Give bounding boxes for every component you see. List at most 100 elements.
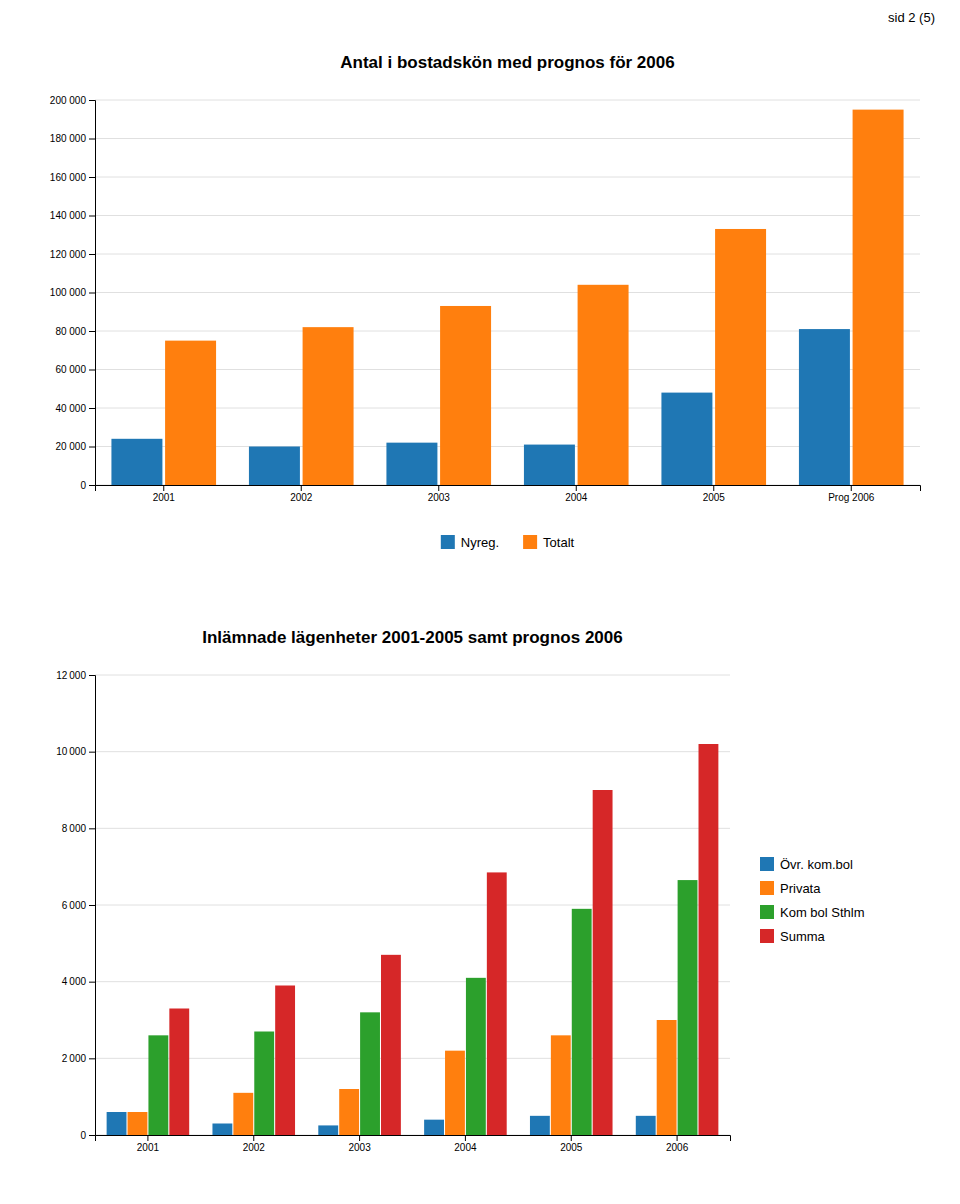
x-tick-mark	[253, 1135, 254, 1141]
y-tick-mark	[89, 293, 95, 294]
legend-label: Summa	[780, 929, 826, 944]
x-tick: 2003	[428, 485, 451, 503]
y-tick: 180 000	[50, 133, 95, 144]
y-tick-label: 140 000	[50, 210, 87, 221]
x-tick-label: 2001	[137, 1142, 160, 1153]
bar	[386, 443, 437, 485]
grid-line	[95, 100, 920, 101]
y-tick-mark	[89, 982, 95, 983]
legend-swatch	[760, 857, 774, 871]
y-tick-mark	[89, 408, 95, 409]
x-tick: 2001	[153, 485, 176, 503]
chart-title: Inlämnade lägenheter 2001-2005 samt prog…	[202, 628, 622, 647]
legend-label: Nyreg.	[461, 535, 499, 550]
y-tick-mark	[89, 331, 95, 332]
y-tick-label: 120 000	[50, 249, 87, 260]
legend-item: Totalt	[523, 535, 574, 550]
y-tick: 4 000	[62, 976, 95, 987]
y-tick: 2 000	[62, 1053, 95, 1064]
y-tick-mark	[89, 1135, 95, 1136]
y-tick: 0	[80, 480, 95, 491]
bar	[657, 1020, 677, 1135]
axis-domain	[96, 1136, 731, 1142]
bar	[636, 1116, 656, 1135]
grid-line	[95, 751, 730, 752]
grid-line	[95, 254, 920, 255]
x-tick: 2002	[290, 485, 313, 503]
x-axis: 200120022003200420052006	[96, 1135, 731, 1153]
legend-swatch	[441, 535, 455, 549]
y-tick-label: 4 000	[62, 976, 87, 987]
axis-domain	[96, 486, 921, 492]
legend: Övr. kom.bol Privata Kom bol Sthlm Summa	[760, 857, 865, 944]
y-tick-label: 180 000	[50, 133, 87, 144]
bar	[440, 306, 491, 485]
bar	[212, 1124, 232, 1136]
bar	[254, 1032, 274, 1136]
y-tick-label: 6 000	[62, 900, 87, 911]
bar	[466, 978, 486, 1135]
grid	[95, 675, 730, 1135]
x-tick-label: Prog 2006	[828, 492, 875, 503]
bar	[107, 1112, 127, 1135]
y-tick-mark	[89, 485, 95, 486]
bar-series	[169, 744, 718, 1135]
y-tick-label: 40 000	[55, 403, 86, 414]
legend-label: Övr. kom.bol	[780, 857, 853, 872]
bar	[424, 1120, 444, 1135]
grid-line	[95, 177, 920, 178]
x-tick: 2005	[560, 1135, 583, 1153]
y-tick-label: 8 000	[62, 823, 87, 834]
legend-item: Summa	[760, 929, 826, 944]
bar	[303, 327, 354, 485]
bar	[524, 445, 575, 485]
chart: Inlämnade lägenheter 2001-2005 samt prog…	[56, 628, 864, 1153]
y-tick-label: 200 000	[50, 95, 87, 106]
y-tick-mark	[89, 370, 95, 371]
y-tick: 80 000	[55, 326, 95, 337]
x-tick-mark	[163, 485, 164, 491]
y-tick-label: 100 000	[50, 287, 87, 298]
y-tick-label: 12 000	[56, 670, 86, 681]
x-tick-mark	[713, 485, 714, 491]
x-tick: 2002	[243, 1135, 266, 1153]
bar	[445, 1051, 465, 1135]
legend-item: Kom bol Sthlm	[760, 905, 865, 920]
grid-line	[95, 138, 920, 139]
bar	[799, 329, 850, 485]
y-tick-mark	[89, 752, 95, 753]
grid-line	[95, 369, 920, 370]
bar	[165, 341, 216, 485]
y-tick-label: 2 000	[62, 1053, 87, 1064]
bar-series	[148, 880, 697, 1135]
x-tick-label: 2003	[428, 492, 451, 503]
axis-domain	[89, 676, 96, 1136]
y-tick-label: 0	[80, 480, 86, 491]
bar	[275, 986, 295, 1136]
bar	[853, 110, 904, 485]
bar	[715, 229, 766, 485]
bar	[381, 955, 401, 1135]
legend-item: Privata	[760, 881, 821, 896]
x-tick-label: 2002	[243, 1142, 266, 1153]
bar	[233, 1093, 253, 1135]
grid-line	[95, 828, 730, 829]
y-tick: 20 000	[55, 441, 95, 452]
bars	[107, 744, 719, 1135]
x-tick-label: 2004	[454, 1142, 477, 1153]
y-tick: 12 000	[56, 670, 95, 681]
x-tick-mark	[571, 1135, 572, 1141]
y-tick-label: 60 000	[55, 364, 86, 375]
x-tick-label: 2004	[565, 492, 588, 503]
bar	[360, 1012, 380, 1135]
page: sid 2 (5)Antal i bostadskön med prognos …	[0, 0, 960, 1204]
grid-line	[95, 446, 920, 447]
grid-line	[95, 292, 920, 293]
chart: sid 2 (5)Antal i bostadskön med prognos …	[50, 10, 935, 550]
x-tick-mark	[465, 1135, 466, 1141]
legend-swatch	[523, 535, 537, 549]
y-tick: 8 000	[62, 823, 95, 834]
bar	[169, 1009, 189, 1136]
y-axis: 02 0004 0006 0008 00010 00012 000	[56, 670, 95, 1141]
legend-swatch	[760, 905, 774, 919]
